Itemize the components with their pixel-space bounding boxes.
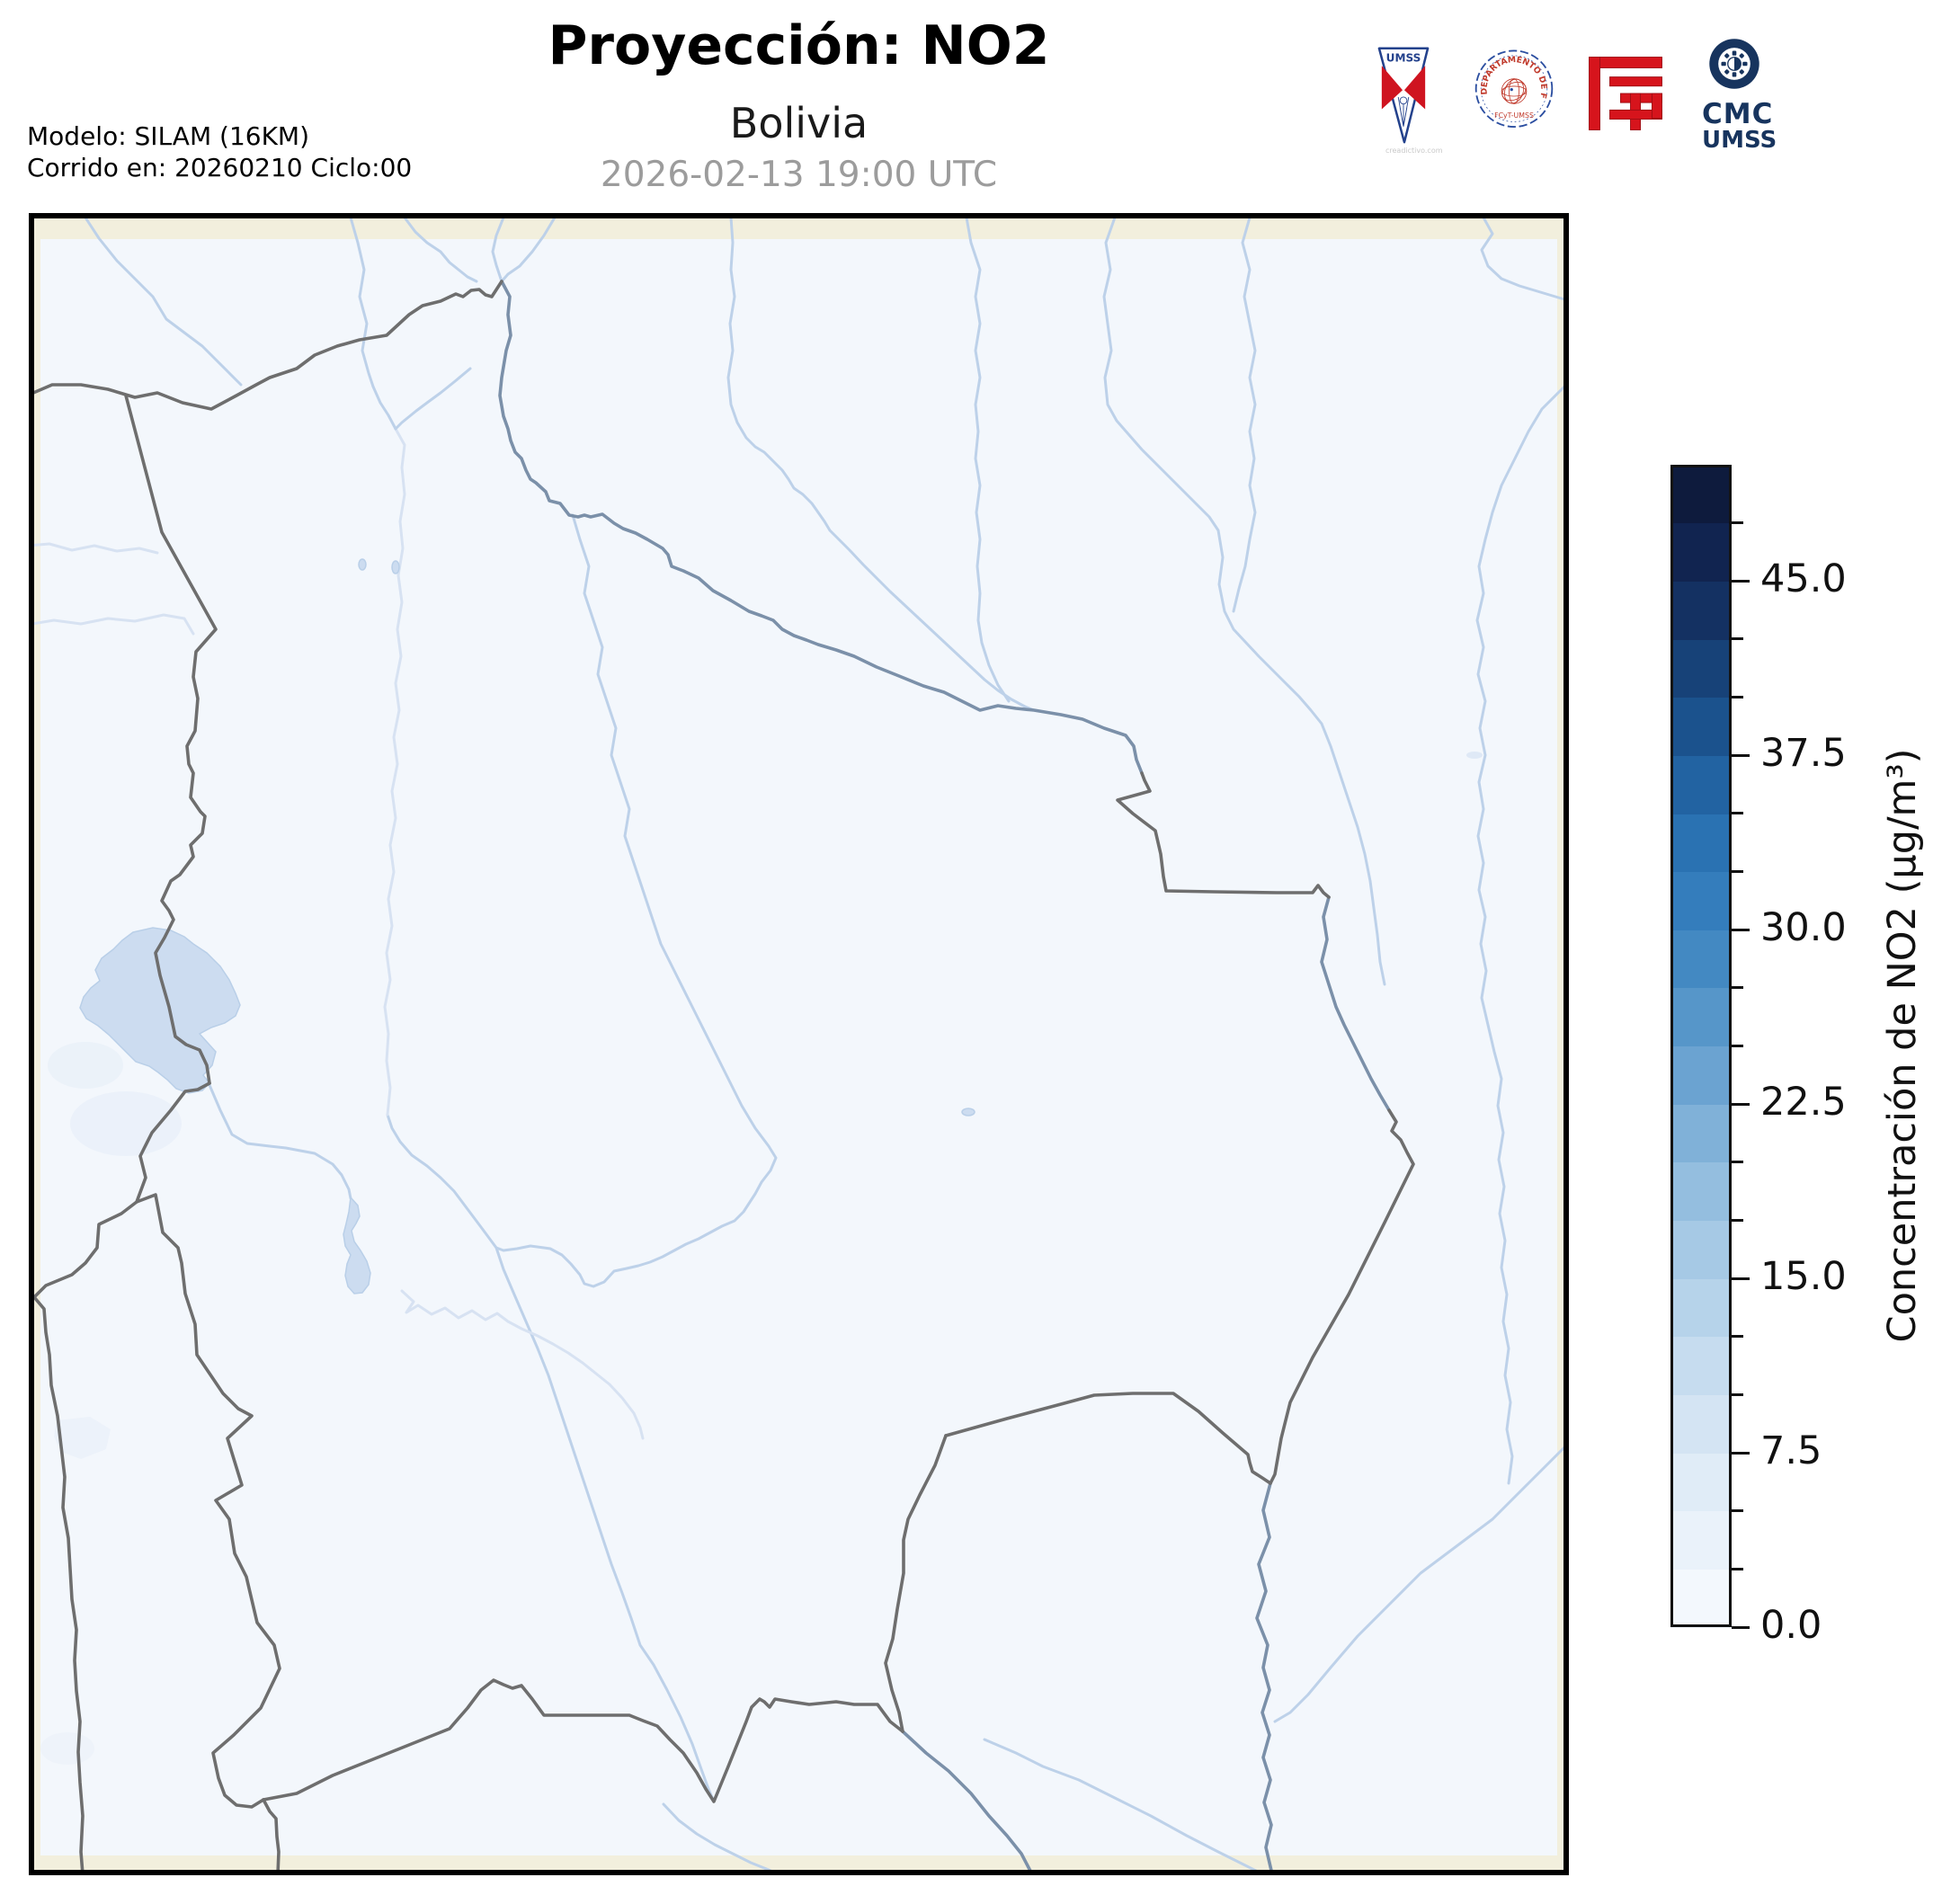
colorbar-segment: [1670, 697, 1732, 756]
colorbar-minor-tick: [1732, 1335, 1743, 1339]
colorbar-major-tick: [1732, 1451, 1750, 1455]
small-lake: [391, 560, 400, 574]
cmc-circle-logo: [1709, 39, 1759, 89]
colorbar-major-tick: [1732, 579, 1750, 583]
colorbar-major-tick: [1732, 1625, 1750, 1629]
colorbar-tick-label: 45.0: [1760, 556, 1847, 602]
colorbar-minor-tick: [1732, 1567, 1743, 1570]
colorbar-segment: [1670, 1104, 1732, 1163]
small-lake: [1466, 752, 1483, 759]
cmc-gear-icon: [1721, 50, 1748, 77]
colorbar-segment: [1670, 755, 1732, 814]
colorbar-segment: [1670, 871, 1732, 930]
umss-red-left-triangle: [1381, 66, 1403, 110]
colorbar-segment: [1670, 1278, 1732, 1338]
colorbar-major-tick: [1732, 753, 1750, 757]
colorbar-segment: [1670, 1220, 1732, 1279]
colorbar-segment: [1670, 1569, 1732, 1628]
small-lake: [961, 1108, 975, 1117]
bolivia-map: [34, 218, 1563, 1870]
seal-sub-text: FCyT-UMSS: [1494, 111, 1534, 120]
umss-pennant-label: UMSS: [1386, 51, 1421, 64]
colorbar-segment: [1670, 638, 1732, 698]
umss-emblem-sketch: [1397, 96, 1410, 127]
cmc-logo-text: CMC UMSS: [1702, 98, 1777, 154]
umss-red-right-triangle: [1403, 66, 1426, 110]
seal-wavy-ring: [1474, 49, 1554, 128]
colorbar-segment: [1670, 1045, 1732, 1105]
forecast-timestamp: 2026-02-13 19:00 UTC: [600, 155, 998, 195]
colorbar-segment: [1670, 1161, 1732, 1222]
fcyt-glyph: [1589, 57, 1662, 130]
rivers: [34, 218, 1563, 1870]
model-name: Modelo: SILAM (16KM): [27, 121, 310, 151]
colorbar-segment: [1670, 987, 1732, 1047]
colorbar-tick-label: 7.5: [1760, 1428, 1822, 1474]
colorbar-minor-tick: [1732, 1509, 1743, 1513]
colorbar-segment: [1670, 1336, 1732, 1395]
colorbar-minor-tick: [1732, 986, 1743, 990]
model-info: Modelo: SILAM (16KM) Corrido en: 2026021…: [27, 120, 412, 183]
colorbar-segment: [1670, 930, 1732, 989]
umss-pennant-logo: UMSS: [1377, 47, 1430, 144]
cmc-line1: CMC: [1702, 98, 1774, 130]
colorbar-major-tick: [1732, 1102, 1750, 1106]
country-borders: [34, 280, 1415, 1870]
cmc-line2: UMSS: [1702, 127, 1777, 154]
colorbar-major-tick: [1732, 1277, 1750, 1280]
colorbar-minor-tick: [1732, 870, 1743, 874]
fcyt-red-logo: [1589, 57, 1662, 130]
colorbar-tick-label: 0.0: [1760, 1603, 1822, 1648]
page-title: Proyección: NO2: [548, 14, 1050, 77]
colorbar-segment: [1670, 1394, 1732, 1454]
colorbar-tick-label: 22.5: [1760, 1080, 1847, 1125]
colorbar-segment: [1670, 1510, 1732, 1570]
colorbar-minor-tick: [1732, 812, 1743, 815]
map-frame: [29, 213, 1569, 1875]
colorbar-minor-tick: [1732, 521, 1743, 525]
colorbar-tick-label: 30.0: [1760, 905, 1847, 951]
no2-field: [40, 239, 1557, 1855]
colorbar-minor-tick: [1732, 1392, 1743, 1396]
region-subtitle: Bolivia: [729, 99, 869, 147]
no2-faint-patches: [40, 1042, 182, 1765]
colorbar-minor-tick: [1732, 1161, 1743, 1164]
colorbar-segment: [1670, 581, 1732, 640]
colorbar-segment: [1670, 1453, 1732, 1512]
colorbar-axis-label: Concentración de NO2 (µg/m³): [1880, 748, 1925, 1343]
seal-globe-sketch: [1501, 78, 1528, 104]
colorbar-minor-tick: [1732, 637, 1743, 641]
colorbar-segment: [1670, 465, 1732, 524]
small-lake: [358, 558, 367, 571]
border-rivers: [498, 280, 1391, 1870]
colorbar-segment: [1670, 522, 1732, 582]
colorbar-major-tick: [1732, 928, 1750, 931]
watermark-text: creadictivo.com: [1385, 147, 1443, 155]
colorbar-segment: [1670, 813, 1732, 873]
colorbar-minor-tick: [1732, 1218, 1743, 1222]
colorbar-minor-tick: [1732, 696, 1743, 699]
colorbar-minor-tick: [1732, 1045, 1743, 1047]
colorbar-tick-label: 37.5: [1760, 731, 1847, 777]
model-run: Corrido en: 20260210 Ciclo:00: [27, 153, 413, 182]
lake-poopo: [343, 1196, 371, 1295]
colorbar-tick-label: 15.0: [1760, 1254, 1847, 1300]
fisica-seal-logo: DEPARTAMENTO DE FÍSICA FCyT-UMSS: [1473, 43, 1554, 128]
